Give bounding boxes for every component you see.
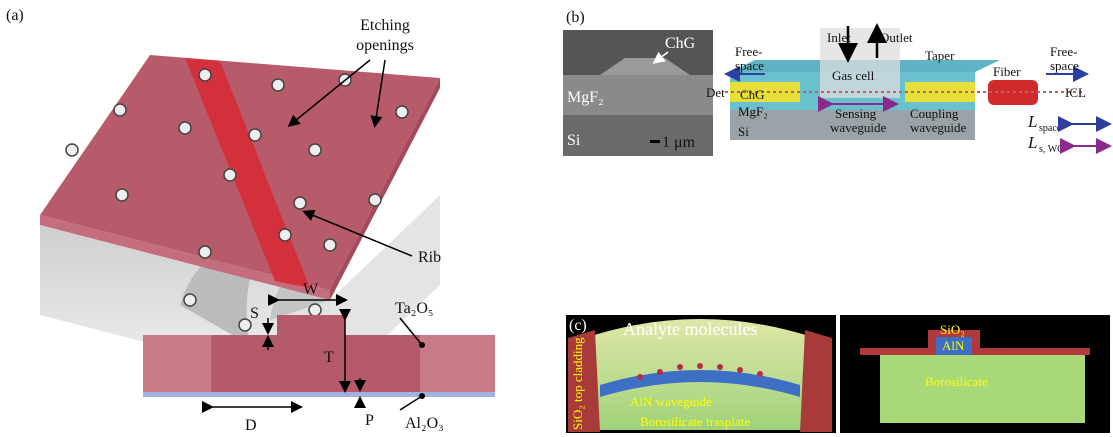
annotation: Rib: [418, 249, 441, 266]
dimension-label: P: [365, 412, 374, 429]
device-label: Det: [706, 85, 725, 100]
annotation: SiO₂: [940, 322, 965, 337]
device-label: waveguide: [830, 120, 887, 135]
panel-a: (a) Etching openings Rib S W T D P Ta₂O₅…: [6, 7, 495, 434]
figure: (a) Etching openings Rib S W T D P Ta₂O₅…: [0, 0, 1113, 437]
cladding-right: [800, 330, 832, 432]
cross-substrate: [880, 355, 1085, 423]
device-label: Sensing: [835, 106, 877, 121]
device-label: Free-: [735, 44, 762, 59]
sem-label: ChG: [665, 35, 696, 52]
device-label: ICL: [1065, 85, 1086, 100]
panel-label: (a): [6, 7, 24, 24]
panel-c: (c) Analyte molecules SiO₂ top cladding …: [566, 315, 1110, 433]
legend-subscript: space: [1039, 123, 1062, 134]
device-label: Taper: [925, 48, 955, 63]
slab-edge: [420, 335, 495, 392]
legend-symbol: L: [1027, 133, 1037, 152]
panel-label: (b): [566, 9, 585, 26]
scale-bar: [650, 140, 660, 143]
sem-label: MgF₂: [567, 89, 604, 106]
material-label: Ta₂O₅: [395, 300, 433, 317]
device-label: waveguide: [910, 120, 967, 135]
annotation: Borosilicate: [925, 374, 988, 389]
panel-label: (c): [569, 317, 587, 334]
device-label: Outlet: [880, 30, 913, 45]
device-label: Free-: [1050, 44, 1077, 59]
annotation: AlN waveguide: [630, 394, 712, 409]
device-label: Inlet: [827, 30, 851, 45]
dimension-label: D: [245, 417, 257, 434]
al2o3-layer: [143, 392, 495, 397]
material-label: Al₂O₃: [405, 415, 444, 432]
sem-label: 1 μm: [662, 134, 696, 151]
device-label: Gas cell: [832, 68, 875, 83]
panel-b: (b) ChG MgF₂ Si 1 μm Inlet Outlet Free- …: [563, 9, 1108, 156]
device-label: ChG: [740, 87, 765, 102]
annotation: SiO₂ top cladding: [570, 337, 585, 430]
annotation: Borosilicate trasplate: [640, 414, 750, 429]
device-label: Si: [738, 124, 749, 139]
device-label: space: [735, 58, 764, 73]
dimension-label: S: [250, 305, 259, 322]
device-label: Coupling: [910, 106, 959, 121]
legend-subscript: s, WG: [1039, 144, 1064, 155]
annotation: openings: [356, 37, 414, 54]
slab-edge: [143, 335, 211, 392]
rib-section: [277, 315, 345, 335]
device-label: MgF₂: [738, 104, 768, 119]
annotation: Etching: [360, 17, 410, 34]
dimension-label: W: [303, 281, 319, 298]
sem-label: Si: [567, 132, 581, 149]
annotation: AlN: [942, 338, 965, 353]
annotation: Analyte molecules: [623, 319, 757, 339]
dot: [419, 342, 425, 348]
device-label: space: [1050, 58, 1079, 73]
legend-symbol: L: [1027, 112, 1037, 131]
dot: [419, 393, 425, 399]
dimension-label: T: [324, 349, 334, 366]
device-label: Fiber: [993, 64, 1021, 79]
chg-right: [905, 82, 975, 102]
